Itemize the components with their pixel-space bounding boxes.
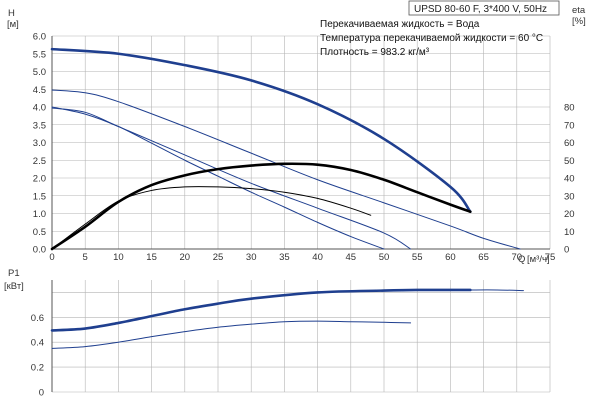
y-tick-label: 5.0: [33, 67, 46, 78]
p1-tick-label: 0.2: [31, 363, 44, 374]
x-tick-label: 30: [246, 252, 257, 263]
y2-tick-label: 50: [564, 156, 575, 167]
p1-tick-label: 0.4: [31, 338, 44, 349]
y-tick-label: 1.0: [33, 209, 46, 220]
x-tick-label: 70: [512, 252, 523, 263]
y-tick-label: 3.5: [33, 120, 46, 131]
y2-tick-label: 0: [564, 245, 569, 256]
y2-tick-label: 60: [564, 138, 575, 149]
head-curve-0: [50, 47, 472, 214]
x-axis-label-q: Q: [518, 254, 525, 265]
y-tick-label: 2.0: [33, 174, 46, 185]
y-axis-label-p1: P1: [8, 268, 20, 279]
x-tick-label: 45: [346, 252, 357, 263]
x-tick-label: 10: [113, 252, 124, 263]
model-label: UPSD 80-60 F, 3*400 V, 50Hz: [414, 4, 547, 15]
y2-tick-label: 10: [564, 227, 575, 238]
x-tick-label: 0: [49, 252, 54, 263]
bottom-panel-tick-labels: 0 0.2 0.4 0.6: [31, 313, 44, 399]
x-tick-label: 60: [445, 252, 456, 263]
y-axis-unit-p1: [кВт]: [4, 281, 24, 292]
y-axis-label-h: H: [8, 8, 15, 19]
x-tick-label: 35: [279, 252, 290, 263]
x-tick-label: 5: [83, 252, 88, 263]
p1-tick-label: 0: [39, 388, 44, 399]
top-panel-grid: [51, 35, 551, 250]
temperature-annotation: Температура перекачиваемой жидкости = 60…: [320, 33, 543, 44]
liquid-annotation: Перекачиваемая жидкость = Вода: [320, 19, 480, 30]
top-panel-curves: [50, 47, 521, 251]
efficiency-curve-4: [50, 162, 472, 251]
x-tick-label: 75: [545, 252, 556, 263]
head-curve-3: [51, 106, 385, 250]
y2-tick-label: 30: [564, 191, 575, 202]
power-curve-2: [51, 320, 412, 349]
bottom-panel-grid: [51, 280, 551, 393]
y2-tick-label: 70: [564, 120, 575, 131]
head-curve-1: [51, 89, 521, 250]
power-curve-1: [469, 289, 524, 292]
y-tick-label: 4.5: [33, 85, 46, 96]
x-axis-unit-q: [м³/ч]: [527, 254, 550, 265]
y2-axis-label-eta: eta: [572, 5, 586, 16]
x-tick-label: 20: [180, 252, 191, 263]
x-tick-label: 40: [312, 252, 323, 263]
y2-tick-label: 40: [564, 174, 575, 185]
efficiency-curve-5: [51, 186, 372, 250]
bottom-panel-curves: [50, 288, 524, 349]
y-tick-label: 2.5: [33, 156, 46, 167]
top-panel-tick-labels: 0 5 10 15 20 25 30 35 40 45 50 55 60 65 70 75 0.0 0.5 1.0 1…: [33, 32, 575, 264]
density-annotation: Плотность = 983.2 кг/м³: [320, 47, 430, 58]
x-tick-label: 15: [146, 252, 157, 263]
y-tick-label: 1.5: [33, 191, 46, 202]
y-tick-label: 5.5: [33, 49, 46, 60]
head-curve-2: [51, 107, 412, 250]
x-tick-label: 55: [412, 252, 423, 263]
p1-tick-label: 0.6: [31, 313, 44, 324]
y2-tick-label: 80: [564, 103, 575, 114]
y2-axis-unit-eta: [%]: [572, 16, 586, 27]
y-tick-label: 4.0: [33, 103, 46, 114]
x-tick-label: 25: [213, 252, 224, 263]
power-curve-0: [50, 288, 472, 332]
x-tick-label: 65: [478, 252, 489, 263]
y-axis-unit-h: [м]: [7, 19, 19, 30]
model-label-box: [408, 0, 560, 16]
y-tick-label: 0.0: [33, 245, 46, 256]
y-tick-label: 6.0: [33, 32, 46, 43]
x-tick-label: 50: [379, 252, 390, 263]
y2-tick-label: 20: [564, 209, 575, 220]
y-tick-label: 0.5: [33, 227, 46, 238]
y-tick-label: 3.0: [33, 138, 46, 149]
